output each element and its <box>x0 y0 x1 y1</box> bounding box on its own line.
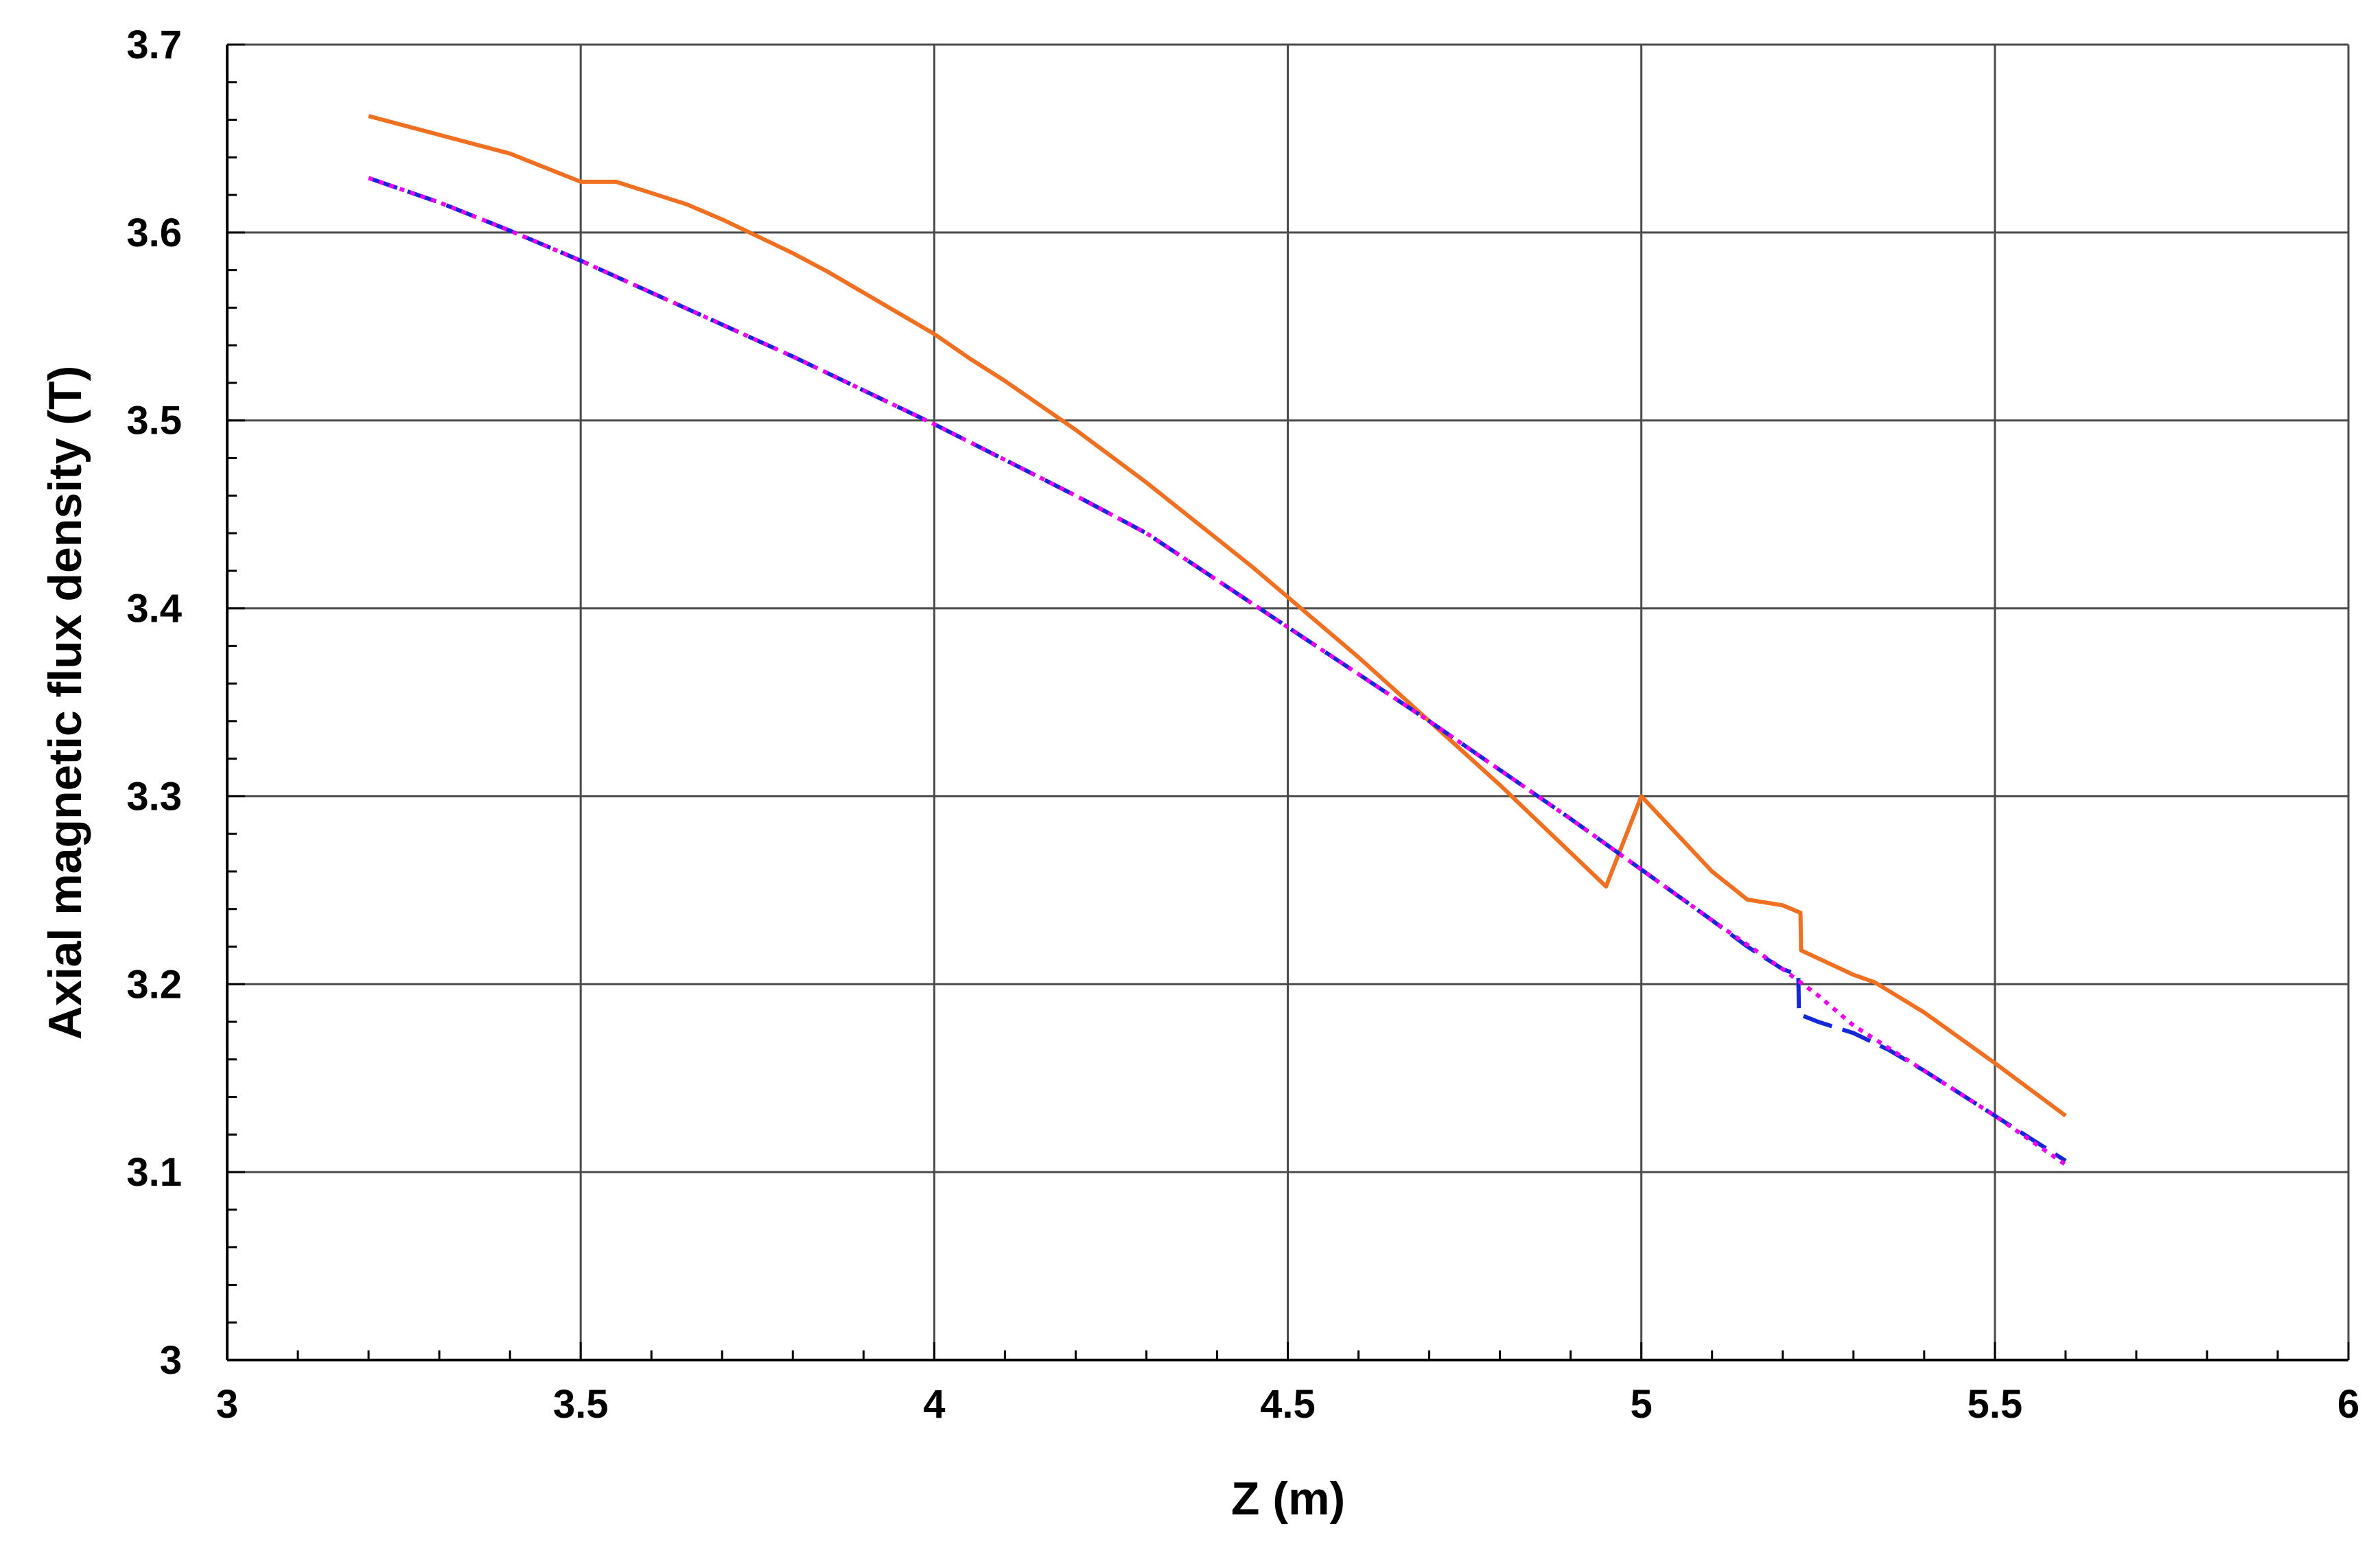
series-group <box>368 114 2067 1167</box>
y-tick-label: 3.7 <box>126 23 182 67</box>
y-tick-label: 3.4 <box>126 587 182 631</box>
x-tick-label: 3.5 <box>553 1382 609 1427</box>
x-tick-label: 5 <box>1631 1382 1653 1427</box>
tick-labels: 3 3.5 4 4.5 5 5.5 6 3 3.1 3.2 3.3 3.4 3.5 3.6 3.7 <box>126 23 2359 1427</box>
axes <box>226 43 2350 1361</box>
y-tick-label: 3.3 <box>126 774 182 819</box>
x-tick-label: 6 <box>2337 1382 2359 1427</box>
x-tick-label: 5.5 <box>1968 1382 2023 1427</box>
y-axis-label: Axial magnetic flux density (T) <box>39 366 91 1040</box>
y-tick-label: 3 <box>160 1338 182 1383</box>
x-tick-label: 4.5 <box>1260 1382 1316 1427</box>
y-tick-label: 3.1 <box>126 1150 182 1195</box>
x-tick-label: 3 <box>216 1382 238 1427</box>
grid <box>227 43 2350 1360</box>
y-tick-label: 3.5 <box>126 399 182 443</box>
y-tick-label: 3.2 <box>126 962 182 1007</box>
series-line-1 <box>368 114 2067 1118</box>
x-axis-label: Z (m) <box>1231 1473 1345 1525</box>
x-tick-label: 4 <box>923 1382 945 1427</box>
y-tick-label: 3.6 <box>126 211 182 255</box>
